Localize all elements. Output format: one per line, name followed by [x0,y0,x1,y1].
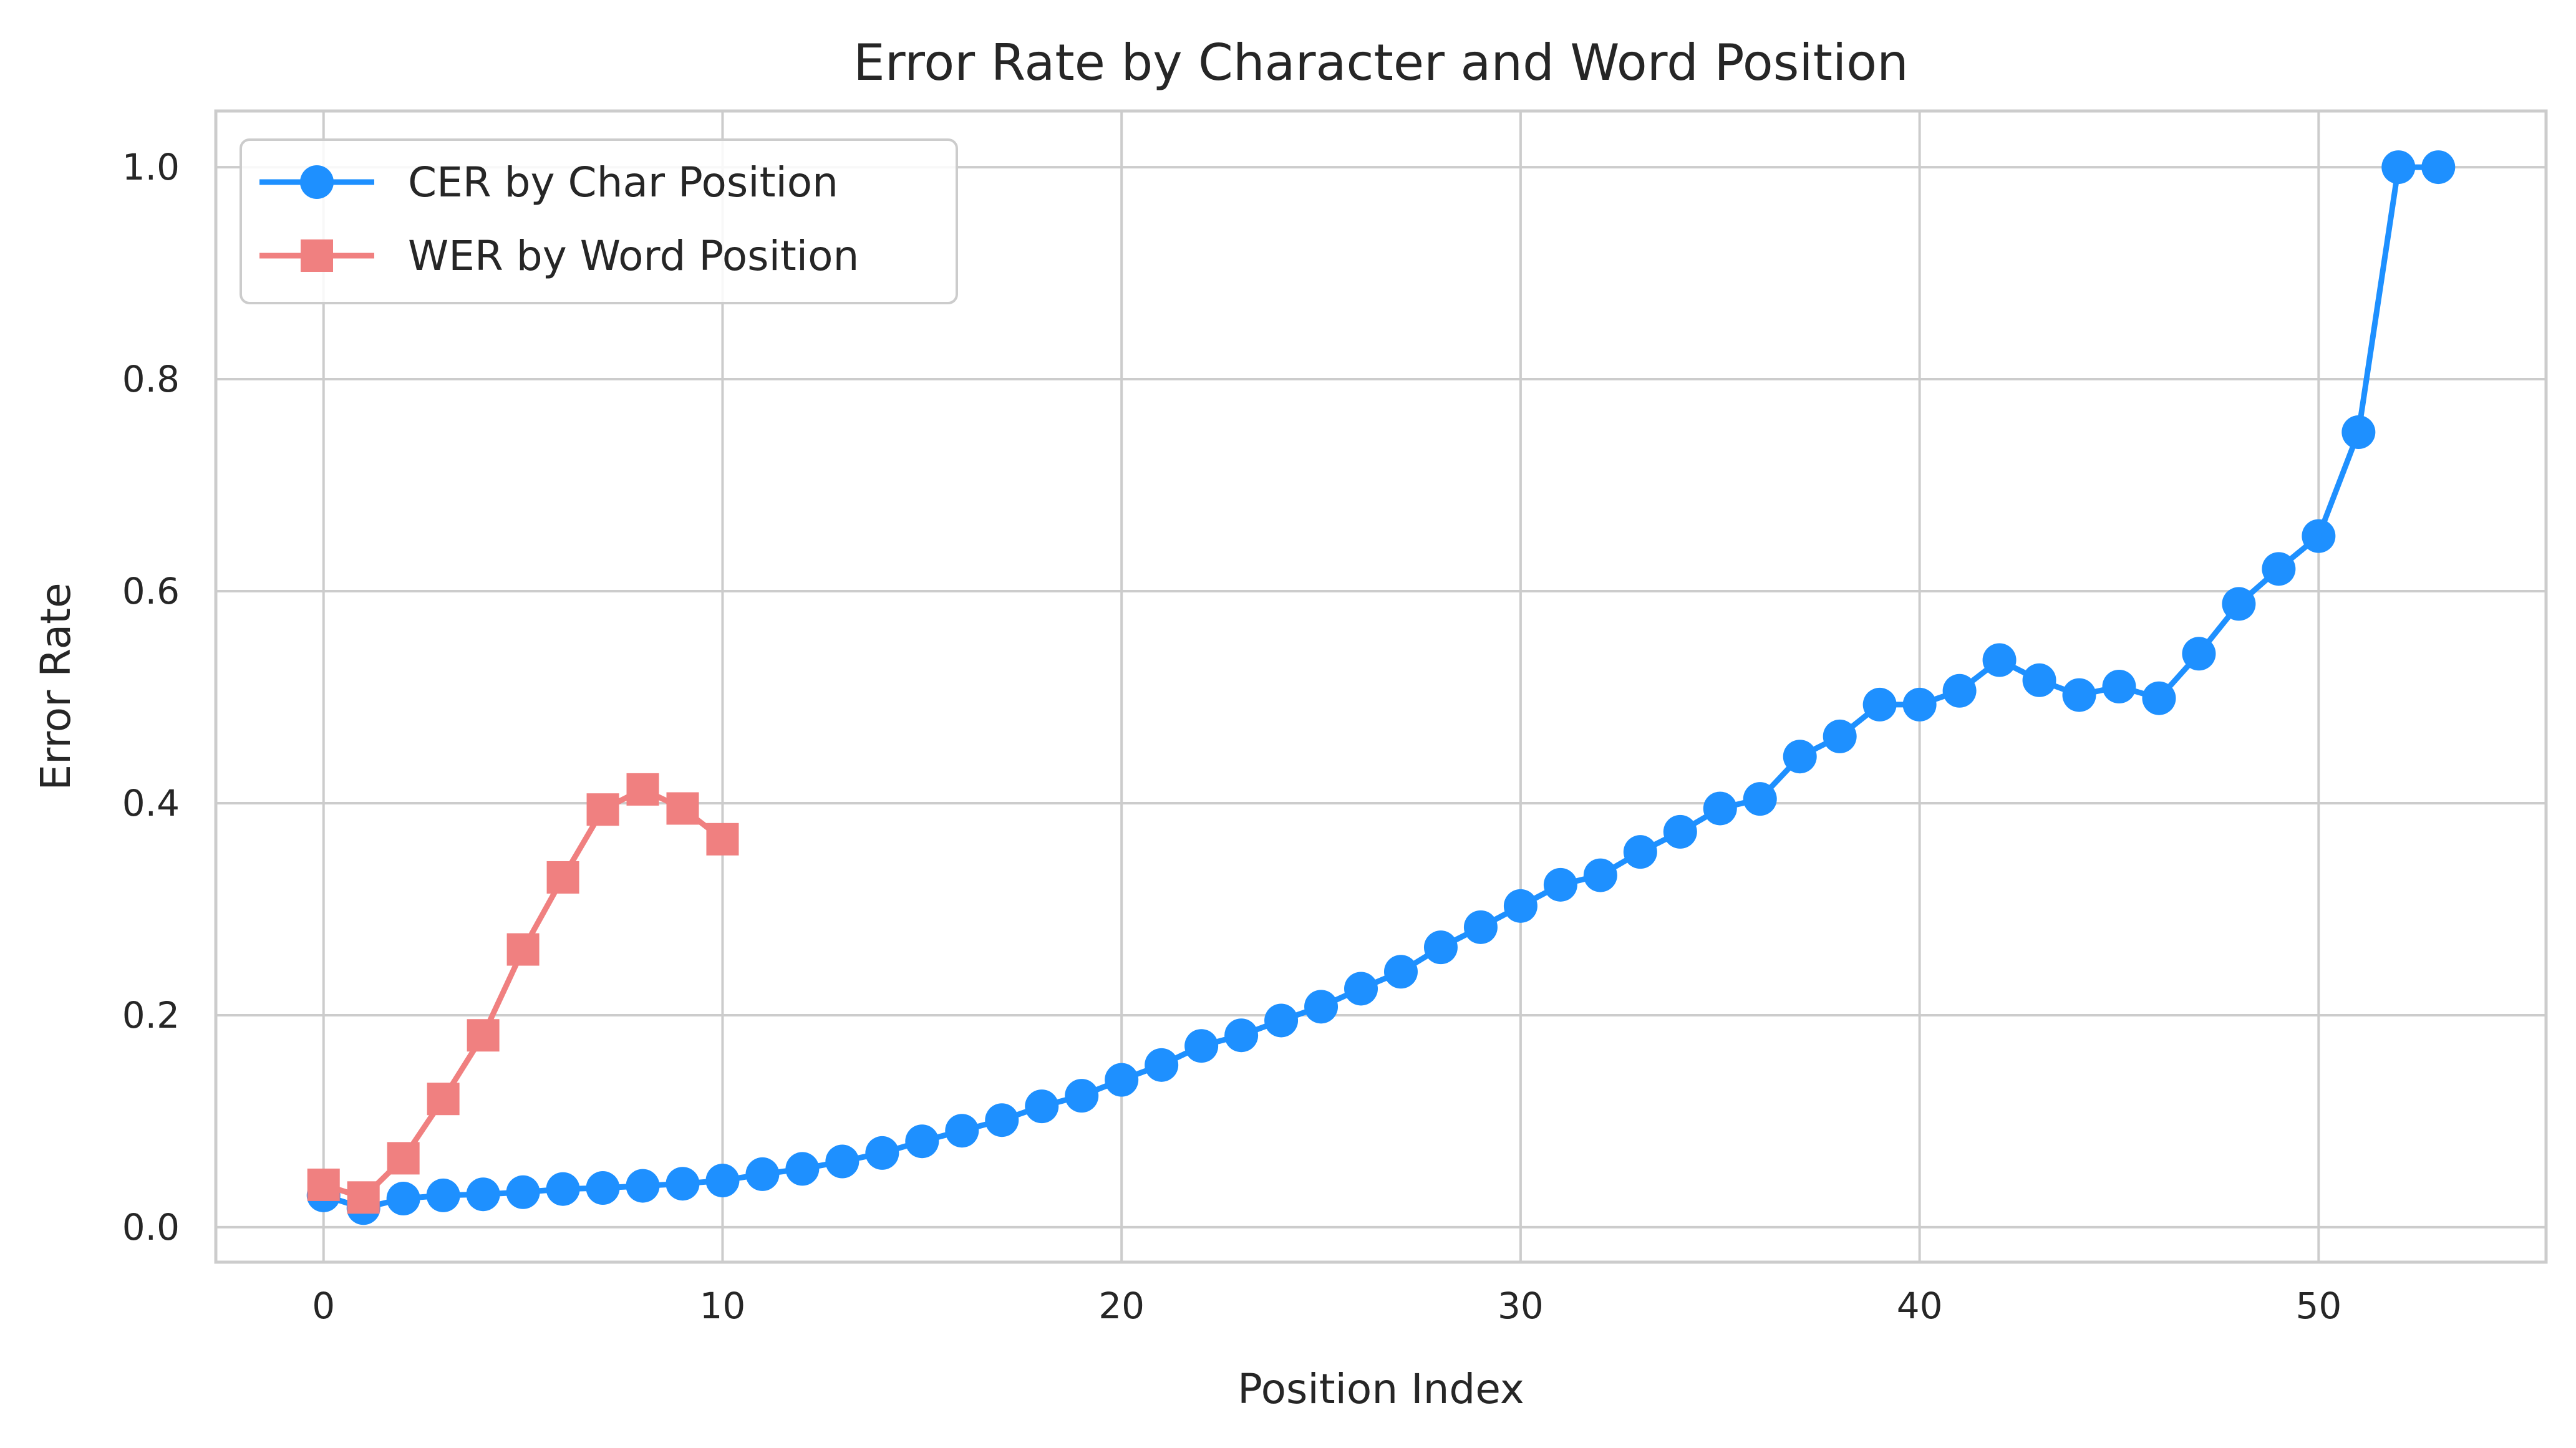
series-cer [306,150,2456,1225]
x-tick-label: 50 [2295,1285,2341,1327]
data-point [666,1167,700,1201]
legend-item-cer: CER by Char Position [259,158,838,206]
data-point [426,1178,460,1212]
data-point [666,792,699,825]
data-point [1184,1029,1219,1063]
data-point [1902,687,1937,722]
data-point [2302,519,2336,553]
data-point [1743,782,1777,816]
data-point [427,1083,460,1116]
y-tick-label: 0.4 [122,782,180,824]
data-point [1383,955,1418,989]
legend-marker-shape [301,239,333,272]
data-point [905,1124,939,1159]
data-point [546,861,579,894]
data-point [1862,687,1897,722]
data-point [1783,740,1817,774]
data-point [2341,415,2376,450]
legend-marker-wer [301,239,333,272]
x-tick-label: 0 [312,1285,335,1327]
data-point [347,1181,380,1214]
data-point [1264,1003,1299,1038]
legend: CER by Char Position WER by Word Positio… [240,138,958,304]
data-point [1463,910,1498,944]
legend-marker-cer [300,165,334,199]
data-point [2182,637,2216,671]
x-axis-label: Position Index [1237,1365,1524,1413]
y-axis-label: Error Rate [32,582,80,790]
x-tick-label: 20 [1098,1285,1145,1327]
data-point [506,933,540,966]
data-point [1065,1079,1099,1113]
y-tick-label: 0.8 [122,358,180,400]
data-point [1823,719,1857,753]
data-point [785,1152,820,1186]
legend-item-wer: WER by Word Position [259,232,859,280]
data-point [1344,972,1378,1006]
legend-marker-shape [300,165,334,199]
data-point [1105,1063,1139,1097]
data-point [2381,150,2416,185]
data-point [1543,867,1577,902]
x-tick-label: 30 [1498,1285,1544,1327]
data-point [2062,678,2096,712]
x-tick-label: 10 [700,1285,746,1327]
data-point [586,793,619,826]
data-point [1503,889,1537,923]
plot-frame [214,109,2548,1264]
data-point [467,1019,500,1052]
data-point [2421,150,2456,185]
data-point [1982,643,2017,677]
data-point [626,773,659,806]
y-tick-label: 1.0 [122,146,180,188]
data-point [825,1144,859,1179]
y-tick-labels: 0.0 0.2 0.4 0.6 0.8 1.0 [122,146,180,1248]
data-point [1224,1018,1259,1053]
data-point [1025,1089,1059,1124]
legend-box [240,138,958,304]
data-point [1623,835,1657,869]
data-point [706,823,739,856]
y-tick-label: 0.0 [122,1206,180,1248]
data-point [2022,663,2056,697]
data-point [745,1157,780,1191]
series-wer [307,773,739,1214]
chart-title: Error Rate by Character and Word Positio… [853,34,1909,92]
data-point [1703,791,1737,826]
data-point [626,1169,660,1203]
data-point [1145,1048,1179,1082]
series-line [322,786,725,1200]
data-point [307,1168,340,1201]
legend-label-wer: WER by Word Position [408,232,859,280]
y-tick-label: 0.6 [122,570,180,612]
data-point [586,1171,620,1205]
y-tick-label: 0.2 [122,994,180,1036]
data-point [1304,990,1339,1024]
data-point [1942,673,1977,708]
data-point [1663,814,1697,849]
series-layer [306,150,2456,1225]
data-point [2102,670,2136,703]
data-point [466,1177,500,1212]
data-point [2222,587,2256,621]
data-point [386,1182,420,1216]
data-point [705,1164,740,1198]
data-point [1583,858,1617,892]
data-point [506,1175,540,1209]
x-tick-label: 40 [1897,1285,1943,1327]
data-point [387,1142,420,1175]
data-point [1423,930,1458,965]
data-point [985,1103,1019,1137]
data-point [945,1114,979,1148]
x-tick-labels: 0 10 20 30 40 50 [312,1285,2341,1327]
legend-label-cer: CER by Char Position [408,158,838,206]
data-point [2262,552,2296,586]
data-point [546,1172,580,1206]
data-point [865,1136,899,1170]
data-point [2142,681,2176,715]
